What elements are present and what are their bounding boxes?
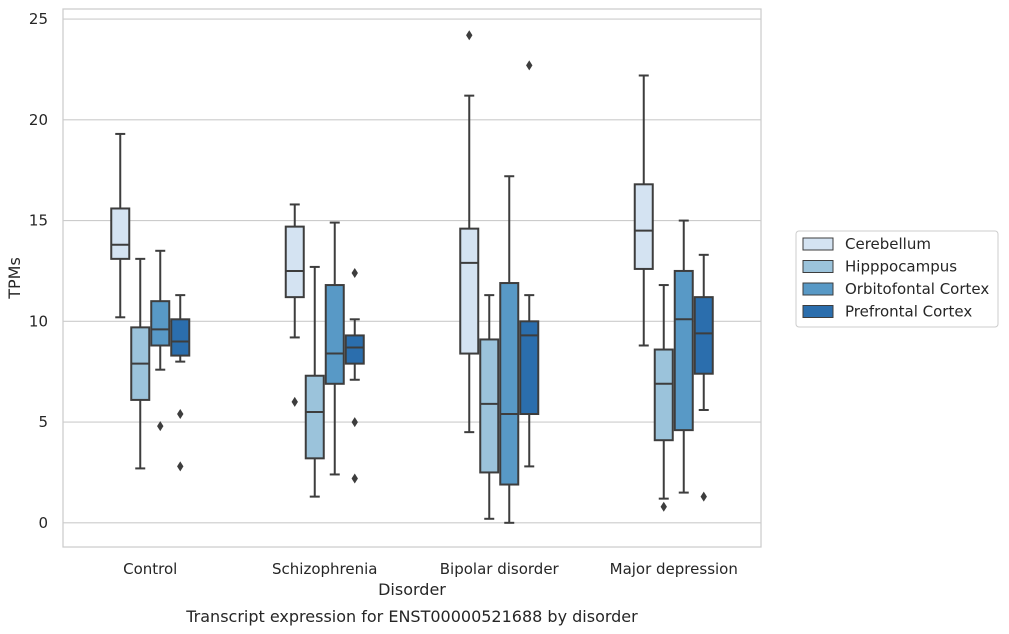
legend-item: Prefrontal Cortex <box>802 303 972 321</box>
y-tick-label: 20 <box>29 111 48 129</box>
outlier-point <box>700 491 707 502</box>
x-tick-label: Major depression <box>610 560 738 578</box>
legend-frame <box>795 230 999 328</box>
box-iqr <box>479 338 500 474</box>
x-tick-label: Control <box>123 560 177 578</box>
box-iqr <box>459 227 480 355</box>
outlier-point <box>291 396 298 407</box>
plot-area <box>63 9 761 547</box>
y-tick-labels: 0 5 10 15 20 25 <box>29 10 48 532</box>
box-iqr <box>519 320 540 416</box>
box-cerebellum <box>110 132 131 319</box>
y-tick-label: 10 <box>29 312 48 330</box>
box-iqr <box>653 348 674 442</box>
box-iqr <box>673 269 694 432</box>
box-iqr <box>344 334 365 365</box>
box-prefrontal-cortex <box>693 253 714 502</box>
box-iqr <box>633 183 654 270</box>
legend-label: Cerebellum <box>845 235 931 253</box>
box-iqr <box>324 284 345 385</box>
x-tick-label: Schizophrenia <box>272 560 377 578</box>
box-hipppocampus <box>479 294 500 520</box>
box-iqr <box>284 225 305 299</box>
box-iqr <box>150 300 171 347</box>
legend-swatch <box>802 237 834 251</box>
x-tick-labels: Control Schizophrenia Bipolar disorder Majo… <box>123 560 738 578</box>
box-iqr <box>499 282 520 486</box>
x-tick-label: Bipolar disorder <box>440 560 560 578</box>
box-iqr <box>693 296 714 375</box>
y-tick-label: 25 <box>29 10 48 28</box>
y-tick-label: 15 <box>29 212 48 230</box>
y-tick-label: 5 <box>38 413 48 431</box>
legend-swatch <box>802 282 834 296</box>
box-orbitofontal-cortex <box>673 219 694 494</box>
legend-label: Orbitofontal Cortex <box>845 280 989 298</box>
outlier-point <box>466 30 473 41</box>
figure-caption: Transcript expression for ENST0000052168… <box>185 607 638 626</box>
outlier-point <box>351 417 358 428</box>
box-iqr <box>110 207 131 260</box>
legend-swatch <box>802 305 834 318</box>
box-iqr <box>170 318 191 357</box>
box-hipppocampus <box>653 284 674 512</box>
box-cerebellum <box>459 30 480 434</box>
outlier-point <box>351 267 358 278</box>
legend-item: Orbitofontal Cortex <box>802 280 989 298</box>
legend-swatch <box>802 260 834 273</box>
box-orbitofontal-cortex <box>499 175 520 524</box>
box-cerebellum <box>284 203 305 407</box>
y-axis-label: TPMs <box>5 257 24 300</box>
legend-label: Prefrontal Cortex <box>845 303 972 321</box>
box-hipppocampus <box>304 265 325 498</box>
legend-label: Hipppocampus <box>845 258 957 276</box>
legend-item: Hipppocampus <box>802 258 957 276</box>
outlier-point <box>526 60 533 71</box>
box-orbitofontal-cortex <box>150 249 171 432</box>
y-tick-label: 0 <box>38 514 48 532</box>
box-hipppocampus <box>130 257 151 470</box>
boxes <box>110 30 714 524</box>
box-prefrontal-cortex <box>519 60 540 468</box>
outlier-point <box>157 421 164 432</box>
box-prefrontal-cortex <box>170 294 191 472</box>
box-iqr <box>304 374 325 460</box>
outlier-point <box>177 461 184 472</box>
plot-frame <box>62 8 762 548</box>
legend-item: Cerebellum <box>802 235 931 253</box>
box-orbitofontal-cortex <box>324 221 345 476</box>
box-cerebellum <box>633 74 654 347</box>
x-axis-label: Disorder <box>378 580 446 599</box>
outlier-point <box>351 473 358 484</box>
box-prefrontal-cortex <box>344 267 365 484</box>
legend: Cerebellum Hipppocampus Orbitofontal Corte… <box>795 230 999 328</box>
outlier-point <box>660 501 667 512</box>
outlier-point <box>177 409 184 420</box>
